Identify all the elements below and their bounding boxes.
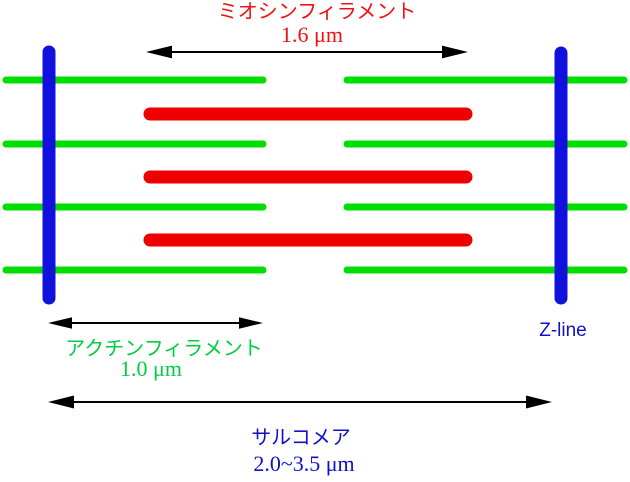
myosin-length-arrow [146,45,468,59]
z-lines-group [42,45,568,305]
sarcomere-length-arrow [48,395,552,409]
actin-arrow-head-left [48,317,72,329]
myosin-arrow-head-right [442,45,468,59]
myosin-filament-label: ミオシンフィラメント [218,1,416,23]
sarcomere-label: サルコメア [251,427,351,449]
actin-length-label: 1.0 μm [120,356,182,381]
sarcomere-length-label: 2.0~3.5 μm [253,451,354,476]
sarcomere-arrow-head-left [48,395,74,409]
myosin-filaments-group [143,107,473,247]
actin-filament-label: アクチンフィラメント [65,337,262,360]
actin-length-arrow [48,317,263,329]
actin-arrow-head-right [239,317,263,329]
z-line-label: Z-line [539,320,587,341]
sarcomere-arrow-head-right [526,395,552,409]
myosin-arrow-head-left [146,45,172,59]
myosin-length-label: 1.6 μm [281,22,343,47]
